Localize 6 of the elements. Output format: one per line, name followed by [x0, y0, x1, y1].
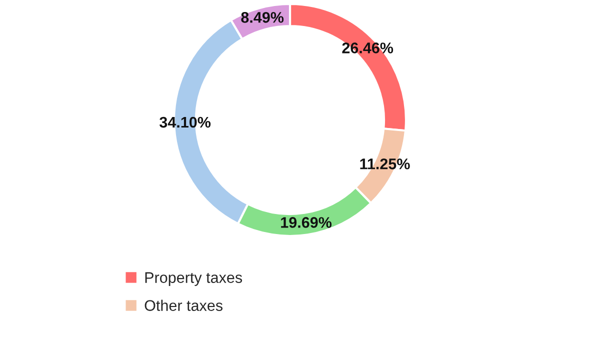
data-label: 11.25%: [360, 158, 410, 170]
legend-label: Property taxes: [145, 272, 242, 286]
legend-label: Other taxes: [144, 300, 222, 311]
data-label: 8.49%: [241, 12, 284, 23]
data-label: 19.69%: [281, 217, 332, 228]
data-label: 34.10%: [160, 116, 211, 128]
